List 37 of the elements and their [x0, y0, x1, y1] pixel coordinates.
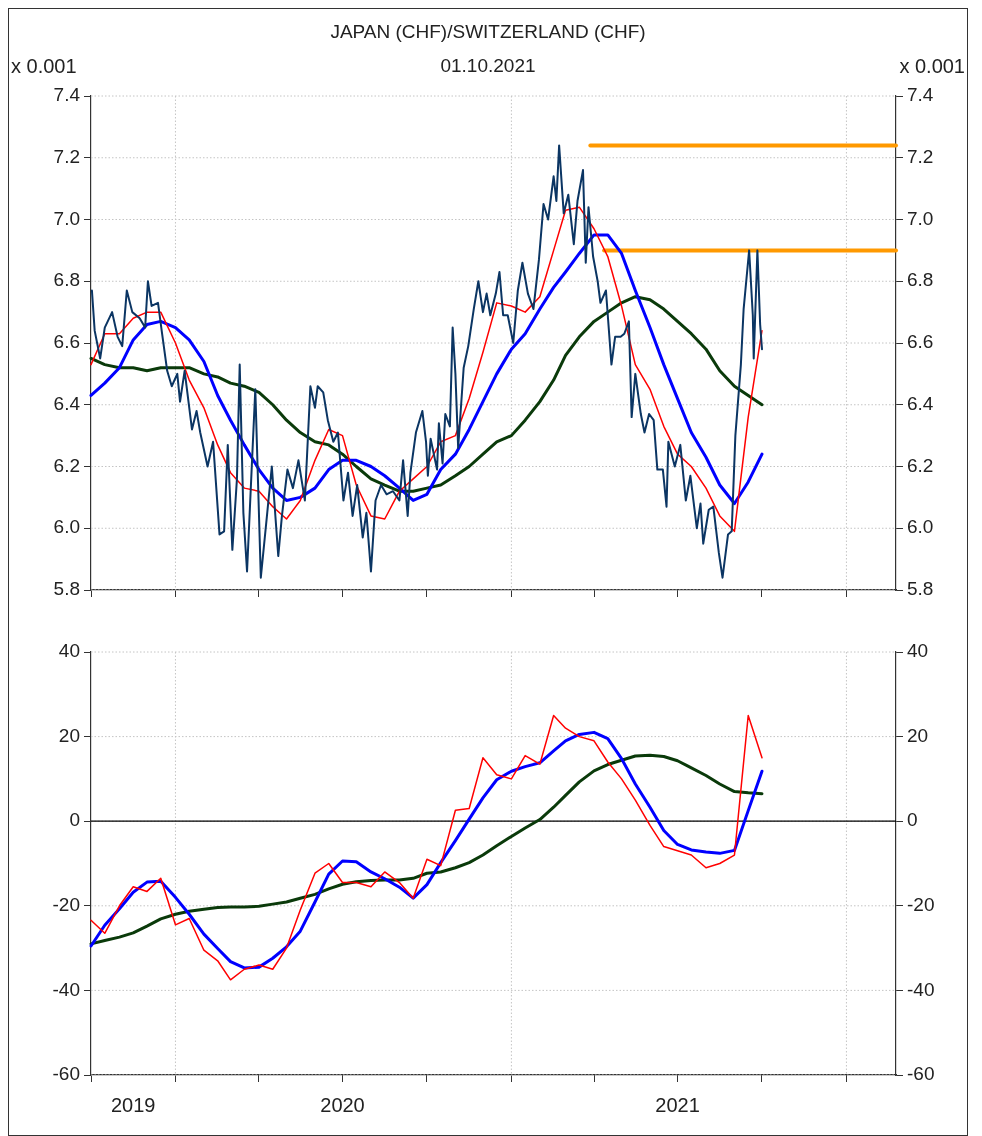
chart-title: JAPAN (CHF)/SWITZERLAND (CHF): [329, 21, 647, 43]
y-tick-label: -40: [52, 978, 80, 1000]
y2-tick-label: 7.2: [907, 145, 934, 167]
y-tick-label: 6.4: [53, 392, 81, 414]
y-tick-label: 6.8: [53, 269, 80, 291]
y-tick-label: 0: [69, 809, 80, 831]
y-tick-label: 7.0: [53, 207, 80, 229]
y2-tick-label: 7.0: [907, 207, 934, 229]
y2-tick-label: -60: [907, 1063, 935, 1085]
y2-tick-label: -20: [907, 894, 935, 916]
y-tick-label: 40: [58, 640, 80, 662]
x-tick-label: 2020: [320, 1093, 365, 1116]
y2-tick-label: 20: [907, 724, 929, 746]
y-tick-label: 6.2: [53, 454, 80, 476]
chart-subtitle: 01.10.2021: [440, 55, 536, 76]
y-tick-label: 6.6: [53, 331, 80, 353]
x-tick-label: 2019: [110, 1093, 156, 1116]
y2-tick-label: 6.0: [907, 516, 934, 538]
y2-tick-label: 6.2: [907, 454, 934, 476]
y2-tick-label: 6.8: [907, 269, 934, 291]
y-tick-label: 5.8: [53, 578, 80, 600]
y2-tick-label: 6.4: [907, 392, 934, 414]
y-tick-label: 6.0: [53, 516, 80, 538]
y-axis-title: x 0.001: [11, 55, 77, 78]
y-tick-label: 20: [58, 724, 80, 746]
y-tick-label: 7.4: [53, 84, 81, 106]
y2-tick-label: 7.4: [907, 84, 934, 106]
y2-tick-label: 5.8: [907, 578, 934, 600]
x-tick-label: 2021: [655, 1093, 700, 1116]
y2-tick-label: -40: [907, 978, 935, 1000]
y-tick-label: 7.2: [53, 145, 80, 167]
y-tick-label: -20: [52, 894, 80, 916]
y2-tick-label: 40: [907, 640, 929, 662]
y2-tick-label: 6.6: [907, 331, 934, 353]
y2-tick-label: 0: [907, 809, 918, 831]
y-tick-label: -60: [52, 1063, 80, 1085]
y2-axis-title: x 0.001: [899, 55, 965, 78]
